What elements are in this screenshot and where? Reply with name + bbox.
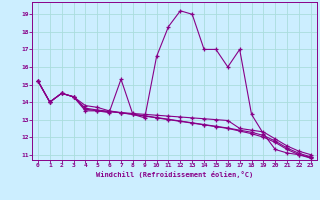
X-axis label: Windchill (Refroidissement éolien,°C): Windchill (Refroidissement éolien,°C) — [96, 171, 253, 178]
